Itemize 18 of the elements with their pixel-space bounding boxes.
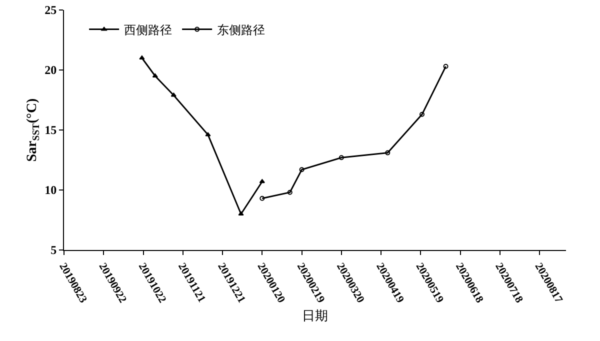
legend-label: 东侧路径 xyxy=(217,22,266,37)
point xyxy=(287,190,292,195)
point xyxy=(299,167,304,172)
y-tick-label: 20 xyxy=(44,63,57,78)
point xyxy=(260,196,265,201)
y-tick-label: 10 xyxy=(44,183,57,198)
point xyxy=(205,132,211,136)
point xyxy=(420,112,425,117)
point xyxy=(170,92,176,97)
y-tick-label: 5 xyxy=(50,243,57,258)
point xyxy=(443,64,448,69)
legend-label: 西侧路径 xyxy=(124,22,172,37)
y-tick-label: 25 xyxy=(44,3,57,18)
point xyxy=(338,155,344,160)
point xyxy=(259,179,265,184)
point xyxy=(385,150,390,156)
x-axis-title: 日期 xyxy=(302,308,328,324)
y-tick-label: 15 xyxy=(44,123,57,138)
